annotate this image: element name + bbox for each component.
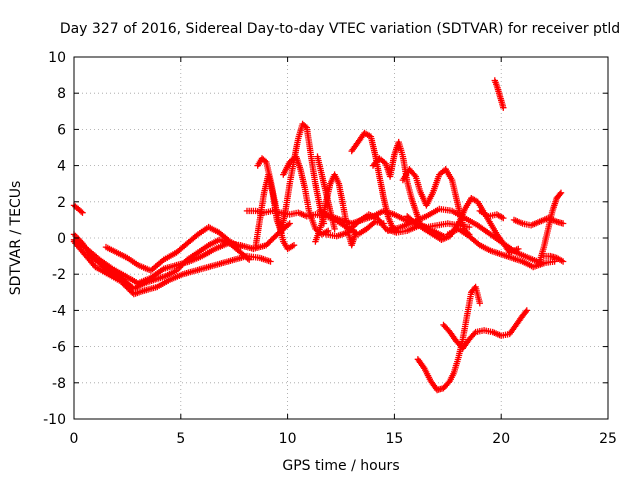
data-series-track-5 — [70, 202, 86, 216]
data-points — [70, 77, 567, 394]
y-tick-label: -2 — [52, 267, 66, 283]
y-tick-label: 4 — [57, 159, 66, 175]
y-tick-label: -8 — [52, 376, 66, 392]
y-tick-label: 6 — [57, 122, 66, 138]
data-markers — [102, 223, 244, 274]
x-axis-label: GPS time / hours — [282, 458, 399, 474]
x-tick-label: 5 — [176, 431, 185, 447]
data-markers — [510, 214, 567, 229]
data-markers — [476, 207, 507, 222]
data-series-track-22 — [536, 189, 565, 265]
axis-ticks — [73, 56, 609, 420]
chart-title: Day 327 of 2016, Sidereal Day-to-day VTE… — [60, 21, 620, 37]
data-series-track-19 — [444, 225, 548, 271]
y-tick-label: 10 — [48, 50, 66, 66]
y-tick-label: 0 — [57, 231, 66, 247]
data-series-track-11 — [314, 153, 338, 233]
data-series-track-24 — [491, 77, 507, 111]
data-series-track-23 — [540, 252, 567, 265]
data-markers — [540, 252, 567, 265]
y-axis-label: SDTVAR / TECUs — [8, 181, 24, 296]
data-markers — [314, 153, 338, 233]
data-series-track-18 — [384, 205, 558, 267]
x-tick-label: 25 — [599, 431, 617, 447]
x-tick-label: 20 — [492, 431, 510, 447]
y-tick-label: -4 — [52, 303, 66, 319]
data-markers — [536, 189, 565, 265]
data-markers — [440, 307, 530, 352]
data-markers — [491, 77, 507, 111]
data-series-track-26 — [440, 307, 530, 352]
grid-lines — [74, 57, 608, 419]
x-tick-label: 0 — [70, 431, 79, 447]
y-tick-label: -6 — [52, 340, 66, 356]
y-tick-label: 2 — [57, 195, 66, 211]
data-markers — [70, 202, 86, 216]
tick-labels: 0 5 10 15 20 25 -10 -8 -6 -4 -2 0 2 4 6 8 10 — [43, 50, 617, 447]
data-series-track-4 — [102, 223, 244, 274]
data-markers — [444, 225, 548, 271]
y-tick-label: -10 — [43, 412, 66, 428]
x-tick-label: 10 — [279, 431, 297, 447]
y-tick-label: 8 — [57, 86, 66, 102]
data-series-track-21 — [510, 214, 567, 229]
data-markers — [384, 205, 558, 267]
x-tick-label: 15 — [385, 431, 403, 447]
data-series-track-20 — [476, 207, 507, 222]
